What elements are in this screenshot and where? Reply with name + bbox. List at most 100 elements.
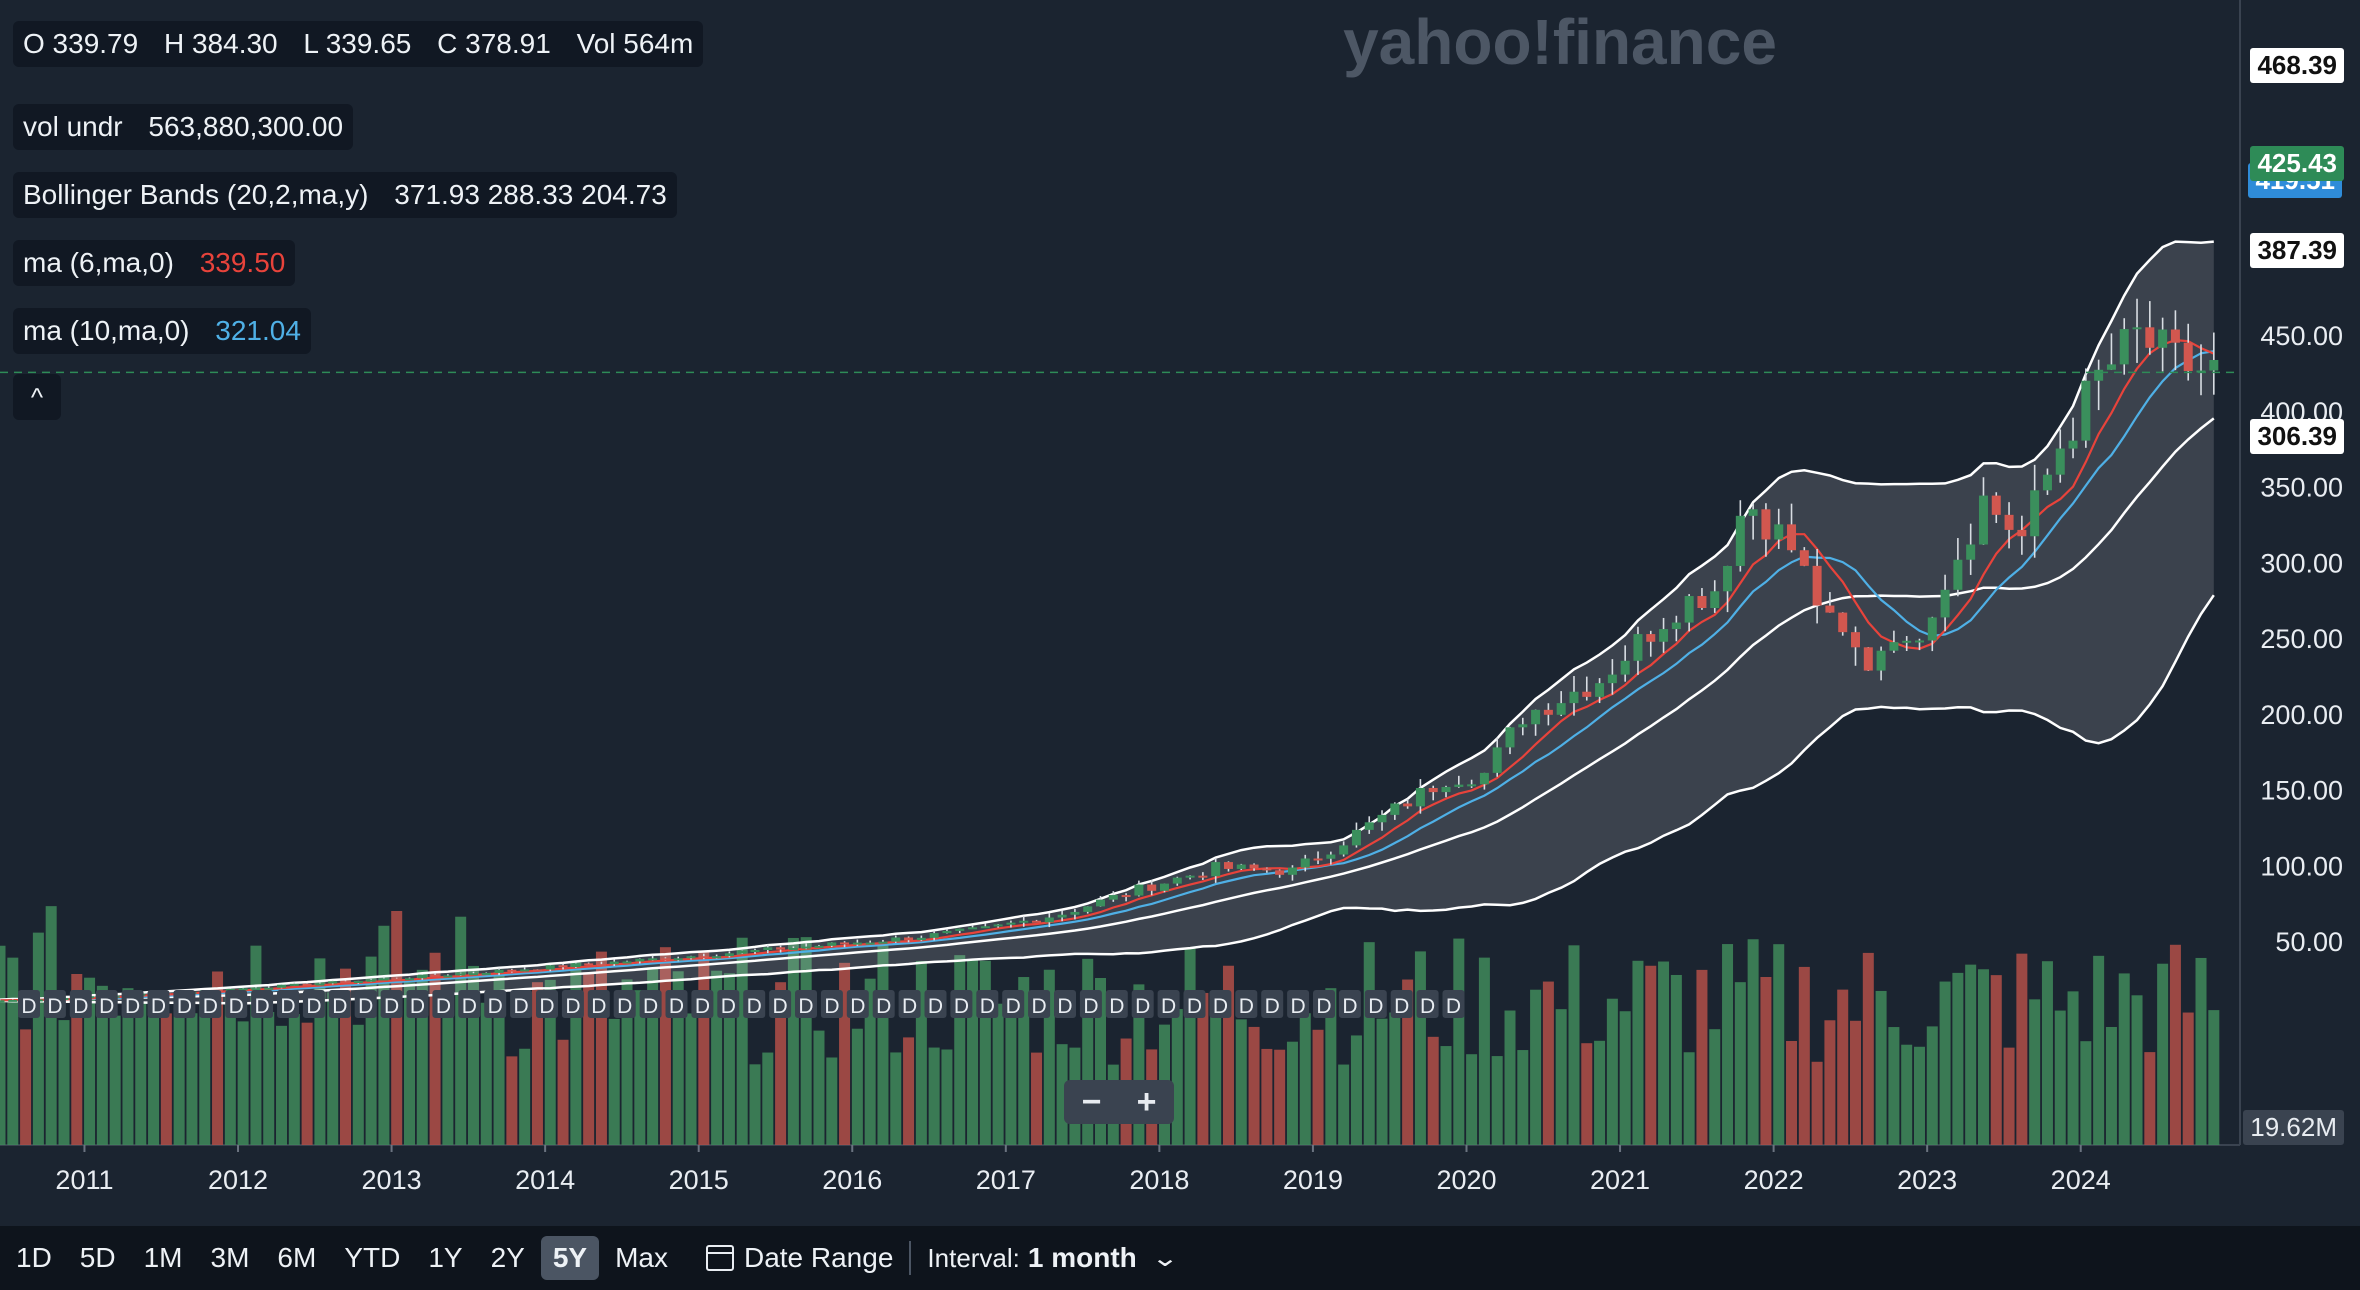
candle	[2017, 515, 2027, 555]
candle	[801, 943, 811, 950]
interval-value[interactable]: 1 month	[1027, 1242, 1137, 1273]
collapse-indicators-button[interactable]: ^	[13, 374, 61, 420]
dividend-marker: D	[1291, 995, 1306, 1018]
volume-bar	[1350, 1035, 1362, 1145]
dividend-marker-box	[432, 990, 455, 1018]
volume-bar	[941, 1049, 953, 1145]
dividend-marker-box	[587, 990, 610, 1018]
volume-bar	[1888, 1027, 1900, 1145]
volume-bar	[595, 951, 607, 1145]
vol-undr-indicator[interactable]: vol undr 563,880,300.00	[13, 104, 354, 150]
volume-bar	[992, 1003, 1004, 1145]
dividend-marker-box	[1287, 990, 1310, 1018]
candle-body	[1607, 674, 1617, 684]
range-button-ytd[interactable]: YTD	[344, 1242, 401, 1273]
range-button-2y[interactable]: 2Y	[490, 1242, 525, 1273]
candle	[2068, 417, 2078, 459]
candle	[2196, 344, 2206, 396]
volume-bar	[2131, 995, 2143, 1145]
dividend-marker-box	[251, 990, 274, 1018]
candle-body	[1454, 784, 1464, 787]
range-button-max[interactable]: Max	[615, 1242, 668, 1273]
candle-body	[1505, 727, 1515, 748]
candle-body	[2017, 529, 2027, 537]
range-button-1y[interactable]: 1Y	[428, 1242, 463, 1273]
dividend-marker: D	[177, 995, 192, 1018]
candle-body	[2030, 490, 2040, 537]
candle-body	[366, 979, 376, 982]
candle-body	[532, 969, 542, 972]
candle-body	[2145, 327, 2155, 348]
range-toolbar: 1D 5D 1M 3M 6M YTD 1Y 2Y 5Y Max Date Range Interv…	[0, 1226, 2360, 1290]
candle-body	[1275, 870, 1285, 875]
dividend-marker: D	[1109, 995, 1124, 1018]
candle	[315, 982, 325, 986]
volume-bar	[915, 961, 927, 1145]
range-button-1d[interactable]: 1D	[16, 1242, 52, 1273]
volume-bar	[749, 1064, 761, 1145]
range-button-5d[interactable]: 5D	[79, 1242, 116, 1273]
candle	[1863, 647, 1873, 671]
x-tick-label: 2013	[362, 1165, 422, 1195]
volume-bar	[1222, 965, 1234, 1145]
candle	[1236, 863, 1246, 870]
dividend-marker: D	[436, 995, 451, 1018]
bollinger-indicator[interactable]: Bollinger Bands (20,2,ma,y) 371.93 288.3…	[13, 172, 677, 218]
range-button-1m[interactable]: 1M	[143, 1242, 183, 1273]
volume-bar	[352, 1024, 364, 1145]
dividend-marker: D	[928, 995, 943, 1018]
candle	[968, 925, 978, 930]
zoom-in-button[interactable]: +	[1136, 1082, 1157, 1121]
dividend-marker-box	[1416, 990, 1439, 1018]
dividend-marker-box	[795, 990, 817, 1018]
ma6-label: ma (6,ma,0)	[23, 247, 174, 278]
date-range-button[interactable]: Date Range	[743, 1242, 894, 1273]
range-button-3m[interactable]: 3M	[210, 1242, 250, 1273]
dividend-marker-box	[1183, 990, 1206, 1018]
candle-body	[225, 988, 235, 991]
volume-bar	[1095, 978, 1107, 1145]
candle-body	[1851, 632, 1861, 648]
dividend-marker: D	[151, 995, 166, 1018]
candle	[635, 958, 645, 964]
volume-bar	[1504, 1010, 1516, 1145]
candle-body	[891, 937, 901, 942]
candle-body	[1415, 787, 1425, 807]
volume-bar	[2067, 991, 2079, 1145]
volume-value: Vol 564m	[576, 28, 694, 59]
volume-bar	[1171, 1009, 1183, 1145]
candle-body	[1838, 612, 1848, 633]
ma10-label: ma (10,ma,0)	[23, 315, 190, 346]
volume-bar	[1939, 981, 1951, 1145]
candle	[1223, 861, 1233, 872]
volume-bar	[570, 962, 582, 1145]
candle	[392, 977, 402, 981]
candle	[520, 967, 530, 972]
candle-body	[507, 969, 517, 972]
dividend-marker: D	[1161, 995, 1176, 1018]
range-button-6m[interactable]: 6M	[277, 1242, 317, 1273]
volume-bar	[1325, 988, 1337, 1145]
dividend-marker: D	[125, 995, 140, 1018]
ma6-indicator[interactable]: ma (6,ma,0) 339.50	[13, 240, 296, 286]
candle	[724, 951, 734, 958]
candle-body	[1032, 920, 1042, 923]
chevron-down-icon[interactable]: ⌄	[1150, 1244, 1179, 1272]
open-value: O 339.79	[23, 28, 139, 59]
x-tick-label: 2011	[55, 1165, 113, 1195]
dividend-marker: D	[539, 995, 554, 1018]
calendar-icon[interactable]	[705, 1245, 734, 1271]
range-button-5y[interactable]: 5Y	[540, 1236, 600, 1280]
volume-bar	[2054, 1010, 2066, 1145]
candle-body	[1108, 895, 1118, 900]
volume-bar	[416, 969, 428, 1145]
volume-bar	[1901, 1044, 1913, 1145]
candle	[1108, 891, 1118, 902]
candle-body	[2004, 514, 2014, 530]
candle	[1032, 919, 1042, 923]
zoom-out-button[interactable]: −	[1081, 1082, 1102, 1121]
candle	[622, 960, 632, 964]
interval-label: Interval:	[927, 1242, 1020, 1273]
ma10-indicator[interactable]: ma (10,ma,0) 321.04	[13, 308, 311, 354]
